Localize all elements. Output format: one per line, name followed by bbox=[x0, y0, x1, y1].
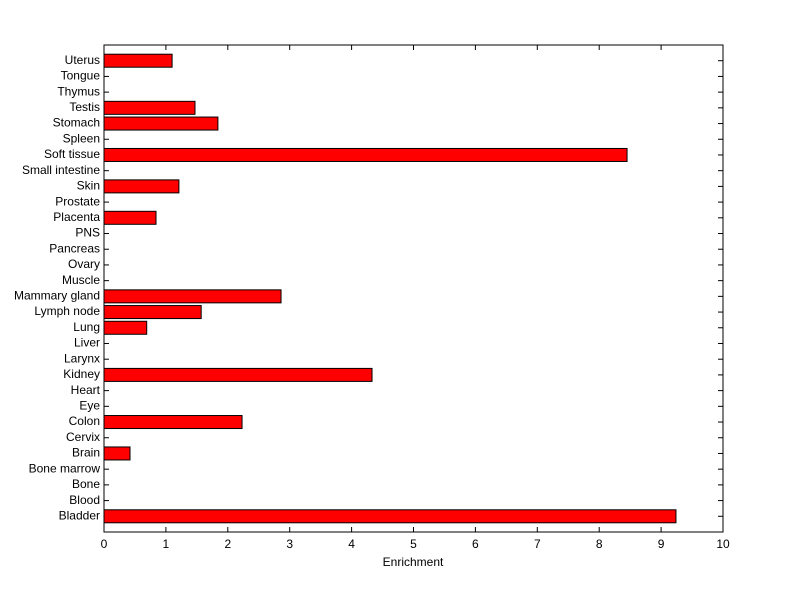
y-tick-label: Mammary gland bbox=[14, 289, 100, 303]
bar bbox=[103, 116, 219, 131]
y-tick-label: Eye bbox=[79, 398, 100, 412]
y-tick-label: Ovary bbox=[68, 257, 100, 271]
y-tick-label: Bladder bbox=[59, 508, 100, 522]
x-tick-label: 0 bbox=[101, 537, 108, 551]
x-tick-label: 4 bbox=[348, 537, 355, 551]
bar bbox=[103, 367, 373, 382]
y-tick-label: Small intestine bbox=[22, 163, 100, 177]
y-tick-label: Colon bbox=[69, 414, 100, 428]
y-tick-label: Skin bbox=[77, 179, 100, 193]
x-tick-label: 7 bbox=[534, 537, 541, 551]
bar bbox=[103, 320, 148, 335]
y-tick-label: Bone marrow bbox=[29, 461, 101, 475]
y-tick-label: Placenta bbox=[53, 210, 100, 224]
y-tick-label: Larynx bbox=[64, 351, 100, 365]
x-axis-label: Enrichment bbox=[383, 555, 444, 569]
y-tick-label: Uterus bbox=[65, 53, 100, 67]
y-tick-label: Brain bbox=[72, 446, 100, 460]
x-tick-label: 5 bbox=[410, 537, 417, 551]
plot-frame bbox=[103, 44, 724, 533]
x-tick-label: 6 bbox=[472, 537, 479, 551]
y-tick-label: Thymus bbox=[57, 84, 100, 98]
y-tick-label: Prostate bbox=[55, 194, 100, 208]
y-tick-label: Heart bbox=[71, 383, 101, 397]
bar bbox=[103, 289, 282, 304]
bar bbox=[103, 446, 131, 461]
x-tick-label: 3 bbox=[286, 537, 293, 551]
y-tick-label: PNS bbox=[75, 226, 100, 240]
bar bbox=[103, 179, 180, 194]
y-tick-label: Soft tissue bbox=[44, 147, 100, 161]
y-tick-label: Testis bbox=[69, 100, 100, 114]
x-tick-label: 2 bbox=[224, 537, 231, 551]
bar bbox=[103, 305, 202, 320]
y-tick-label: Cervix bbox=[66, 430, 100, 444]
y-tick-label: Lymph node bbox=[34, 304, 100, 318]
x-tick-label: 10 bbox=[716, 537, 730, 551]
y-tick-label: Tongue bbox=[61, 69, 101, 83]
y-tick-label: Bone bbox=[72, 477, 100, 491]
y-tick-label: Lung bbox=[73, 320, 100, 334]
bar bbox=[103, 147, 628, 162]
y-tick-label: Liver bbox=[74, 336, 100, 350]
x-tick-label: 8 bbox=[596, 537, 603, 551]
bar bbox=[103, 210, 157, 225]
y-tick-label: Muscle bbox=[62, 273, 100, 287]
bar bbox=[103, 53, 173, 68]
y-tick-label: Pancreas bbox=[49, 241, 100, 255]
x-tick-label: 1 bbox=[163, 537, 170, 551]
y-tick-label: Kidney bbox=[63, 367, 100, 381]
bar bbox=[103, 100, 196, 115]
y-tick-label: Spleen bbox=[63, 131, 100, 145]
bar bbox=[103, 509, 677, 524]
y-tick-label: Stomach bbox=[53, 116, 100, 130]
x-tick-label: 9 bbox=[658, 537, 665, 551]
bar bbox=[103, 415, 243, 430]
y-tick-label: Blood bbox=[69, 493, 100, 507]
